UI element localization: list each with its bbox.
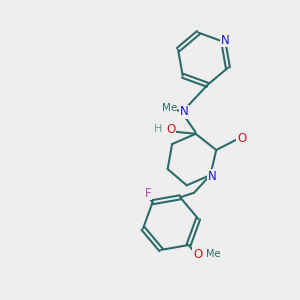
Text: O: O — [193, 248, 202, 261]
Text: Me: Me — [206, 249, 221, 259]
Text: F: F — [145, 187, 151, 200]
Text: N: N — [208, 170, 216, 183]
Text: O: O — [167, 123, 176, 136]
Text: O: O — [237, 132, 246, 145]
Text: Me: Me — [161, 103, 177, 113]
Text: N: N — [220, 34, 229, 47]
Text: N: N — [179, 105, 188, 118]
Text: H: H — [153, 124, 162, 134]
